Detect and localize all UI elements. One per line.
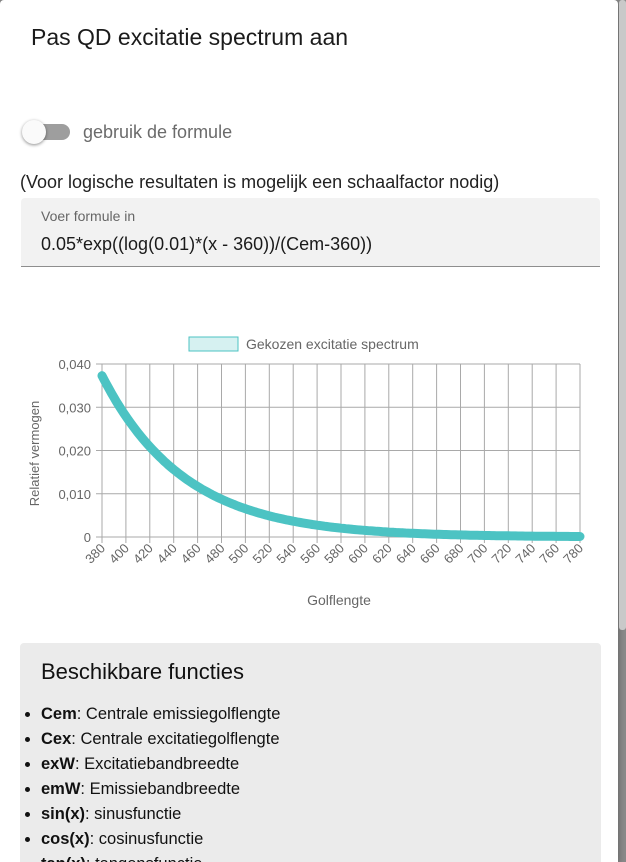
x-tick-label: 620 — [369, 541, 395, 567]
function-description: : tangensfunctie — [86, 855, 203, 862]
y-tick-label: 0,030 — [58, 400, 91, 415]
function-description: : Centrale emissiegolflengte — [76, 705, 281, 723]
data-point — [315, 523, 319, 527]
x-tick-label: 700 — [465, 541, 491, 567]
data-point — [530, 534, 534, 538]
formula-input-value[interactable]: 0.05*exp((log(0.01)*(x - 360))/(Cem-360)… — [41, 234, 373, 254]
legend-label: Gekozen excitatie spectrum — [246, 336, 419, 352]
available-functions-list: Cem: Centrale emissiegolflengteCex: Cent… — [20, 702, 601, 862]
x-tick-label: 580 — [321, 541, 347, 567]
function-item: Cem: Centrale emissiegolflengte — [41, 702, 601, 727]
y-tick-label: 0,010 — [58, 487, 91, 502]
x-tick-label: 780 — [560, 541, 586, 567]
data-point — [363, 529, 367, 533]
function-description: : Excitatiebandbreedte — [74, 755, 240, 773]
dialog-title: Pas QD excitatie spectrum aan — [31, 24, 349, 50]
available-functions-title: Beschikbare functies — [41, 659, 244, 684]
x-tick-label: 500 — [226, 541, 252, 567]
function-item: Cex: Centrale excitatiegolflengte — [41, 727, 601, 752]
x-tick-label: 460 — [178, 541, 204, 567]
y-tick-label: 0 — [84, 530, 91, 545]
function-name: sin(x) — [41, 805, 86, 823]
use-formula-label: gebruik de formule — [83, 122, 233, 142]
data-point — [459, 533, 462, 537]
y-tick-label: 0,020 — [58, 444, 91, 459]
data-point — [100, 374, 104, 378]
legend-swatch — [188, 336, 239, 352]
data-point — [435, 532, 439, 536]
data-point — [243, 507, 247, 511]
scaling-hint: (Voor logische resultaten is mogelijk ee… — [20, 172, 500, 192]
x-tick-label: 540 — [273, 541, 299, 567]
x-tick-label: 560 — [297, 541, 323, 567]
function-name: emW — [41, 780, 81, 798]
scrollbar[interactable] — [619, 0, 626, 630]
x-tick-label: 660 — [417, 541, 443, 567]
function-name: Cex — [41, 730, 72, 748]
data-point — [291, 519, 295, 523]
data-point — [220, 498, 223, 502]
data-point — [506, 534, 510, 538]
x-tick-label: 760 — [536, 541, 562, 567]
data-point — [172, 468, 176, 472]
available-functions-panel: Beschikbare functies Cem: Centrale emiss… — [20, 643, 601, 862]
function-item: sin(x): sinusfunctie — [41, 802, 601, 827]
function-description: : sinusfunctie — [85, 805, 182, 823]
function-description: : Centrale excitatiegolflengte — [71, 730, 280, 748]
excitation-spectrum-chart: 00,0100,0200,0300,0403804004204404604805… — [27, 336, 586, 608]
x-tick-label: 740 — [512, 541, 538, 567]
data-point — [148, 445, 152, 449]
data-point — [578, 535, 582, 539]
y-axis-label: Relatief vermogen — [27, 401, 42, 507]
function-description: : cosinusfunctie — [89, 830, 204, 848]
x-tick-label: 640 — [393, 541, 419, 567]
x-tick-label: 400 — [106, 541, 132, 567]
x-tick-label: 720 — [488, 541, 514, 567]
x-tick-label: 520 — [249, 541, 275, 567]
function-item: exW: Excitatiebandbreedte — [41, 752, 601, 777]
x-tick-label: 480 — [202, 541, 228, 567]
function-description: : Emissiebandbreedte — [80, 780, 241, 798]
data-point — [124, 414, 128, 418]
y-tick-label: 0,040 — [58, 357, 91, 372]
x-tick-label: 440 — [154, 541, 180, 567]
data-point — [387, 530, 391, 534]
x-axis-label: Golflengte — [307, 592, 371, 608]
function-name: tan(x) — [41, 855, 86, 862]
data-point — [267, 514, 271, 518]
x-tick-label: 420 — [130, 541, 156, 567]
toggle-thumb — [22, 120, 46, 144]
data-point — [482, 534, 486, 538]
use-formula-toggle[interactable] — [22, 120, 70, 144]
data-point — [554, 535, 558, 539]
data-point — [411, 532, 415, 536]
formula-input-label: Voer formule in — [41, 208, 136, 224]
x-tick-label: 680 — [441, 541, 467, 567]
function-item: emW: Emissiebandbreedte — [41, 777, 601, 802]
function-name: exW — [41, 755, 75, 773]
data-point — [339, 526, 343, 530]
x-tick-label: 600 — [345, 541, 371, 567]
function-item: tan(x): tangensfunctie — [41, 852, 601, 862]
formula-input[interactable]: Voer formule in 0.05*exp((log(0.01)*(x -… — [21, 198, 600, 267]
function-item: cos(x): cosinusfunctie — [41, 827, 601, 852]
function-name: cos(x) — [41, 830, 90, 848]
function-name: Cem — [41, 705, 77, 723]
data-point — [196, 485, 200, 489]
